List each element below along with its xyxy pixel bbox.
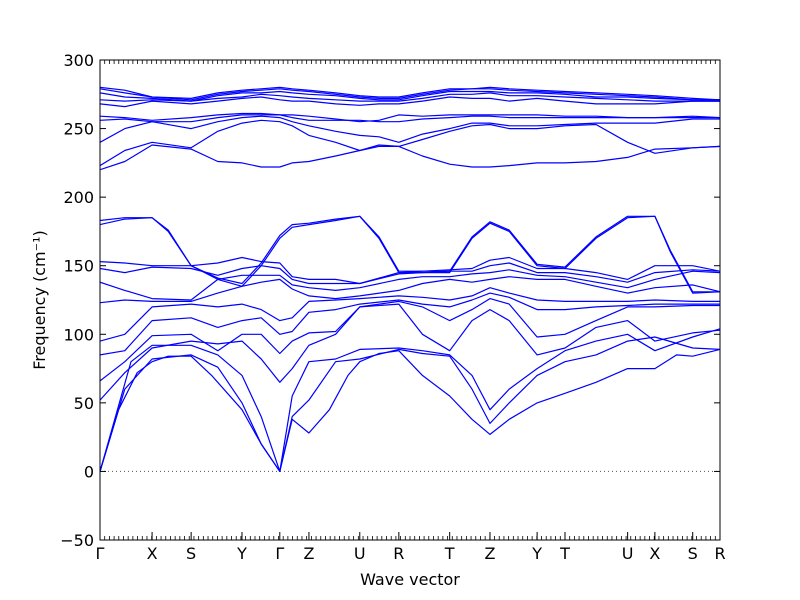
x-tick-label: R xyxy=(393,544,404,563)
y-axis-ticks: −50 0 50 100 150 200 250 300 xyxy=(60,51,720,550)
x-tick-label: X xyxy=(147,544,158,563)
y-tick-label: 250 xyxy=(63,120,94,139)
branch-line-18 xyxy=(100,112,720,123)
branch-line-21 xyxy=(100,90,720,102)
y-tick-label: −50 xyxy=(60,531,94,550)
y-tick-label: 100 xyxy=(63,325,94,344)
y-tick-label: 200 xyxy=(63,188,94,207)
x-tick-label: Z xyxy=(484,544,495,563)
y-tick-label: 50 xyxy=(74,394,94,413)
branch-line-22 xyxy=(100,88,720,101)
branch-line-2 xyxy=(100,336,720,472)
branch-line-17 xyxy=(100,114,720,123)
x-tick-label: U xyxy=(622,544,634,563)
branch-line-14 xyxy=(100,144,720,171)
branch-line-1 xyxy=(100,348,720,472)
branch-line-15 xyxy=(100,119,720,167)
x-tick-label: Γ xyxy=(96,544,105,563)
branch-line-8 xyxy=(100,276,720,304)
x-tick-label: Γ xyxy=(275,544,284,563)
branch-line-7 xyxy=(100,287,720,342)
branch-line-13 xyxy=(100,215,720,293)
x-tick-label: Y xyxy=(531,544,542,563)
branch-line-4 xyxy=(100,303,720,401)
y-tick-label: 300 xyxy=(63,51,94,70)
branch-line-19 xyxy=(100,96,720,108)
x-tick-label: Y xyxy=(236,544,247,563)
branch-line-23 xyxy=(100,86,720,101)
branch-line-6 xyxy=(100,292,720,356)
x-tick-label: T xyxy=(559,544,570,563)
x-tick-label: R xyxy=(714,544,725,563)
x-tick-label: U xyxy=(354,544,366,563)
x-tick-label: T xyxy=(444,544,455,563)
branch-line-3 xyxy=(100,328,720,472)
x-tick-label: S xyxy=(186,544,196,563)
y-tick-label: 150 xyxy=(63,257,94,276)
branch-line-5 xyxy=(100,298,720,382)
series-layer xyxy=(100,86,720,472)
branch-line-16 xyxy=(100,115,720,143)
y-tick-label: 0 xyxy=(84,462,94,481)
x-axis-title: Wave vector xyxy=(360,570,460,589)
branch-line-20 xyxy=(100,92,720,102)
x-tick-label: Z xyxy=(303,544,314,563)
x-tick-label: S xyxy=(688,544,698,563)
branch-line-10 xyxy=(100,262,720,285)
y-axis-title: Frequency (cm⁻¹) xyxy=(30,230,49,369)
x-tick-label: X xyxy=(649,544,660,563)
